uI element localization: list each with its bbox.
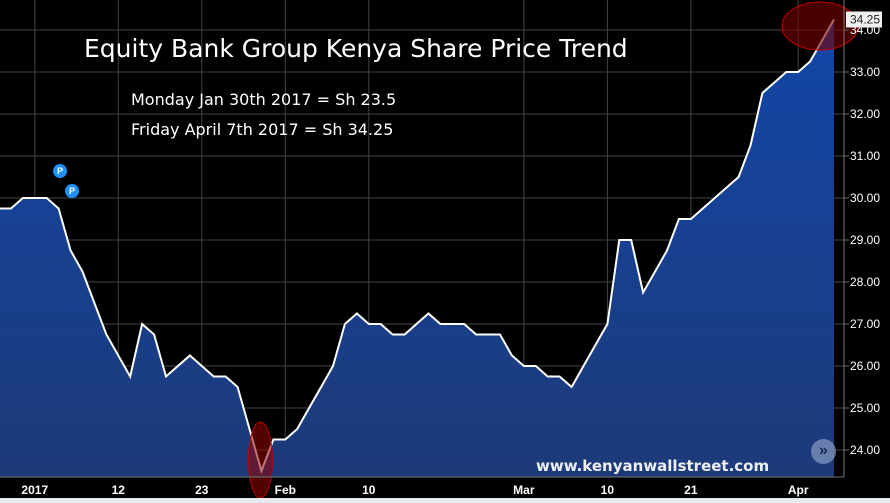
- y-tick-label: 25.00: [850, 401, 880, 415]
- watermark: www.kenyanwallstreet.com: [536, 457, 770, 475]
- last-price-label: 34.25: [850, 13, 880, 27]
- y-tick-label: 30.00: [850, 191, 880, 205]
- annotation-high: Friday April 7th 2017 = Sh 34.25: [131, 120, 394, 139]
- x-tick-label: Mar: [513, 483, 535, 497]
- y-tick-label: 28.00: [850, 275, 880, 289]
- y-tick-label: 27.00: [850, 317, 880, 331]
- y-tick-label: 29.00: [850, 233, 880, 247]
- x-tick-label: 10: [362, 483, 376, 497]
- last-price-box: [846, 11, 882, 28]
- bottom-bar: [0, 498, 890, 503]
- highlight-low-ellipse: [247, 421, 273, 499]
- x-tick-label: 10: [601, 483, 615, 497]
- y-tick-label: 26.00: [850, 359, 880, 373]
- price-line: [0, 19, 835, 475]
- x-tick-label: 2017: [21, 483, 48, 497]
- x-tick-label: 21: [684, 483, 698, 497]
- y-tick-label: 33.00: [850, 65, 880, 79]
- x-tick-label: 23: [195, 483, 209, 497]
- x-tick-label: Feb: [275, 483, 296, 497]
- x-tick-label: 12: [112, 483, 126, 497]
- scroll-to-end-button[interactable]: »: [811, 439, 836, 464]
- chart-title: Equity Bank Group Kenya Share Price Tren…: [84, 34, 628, 63]
- p-marker-icon[interactable]: P: [53, 164, 67, 178]
- price-area: [0, 19, 834, 477]
- y-tick-label: 24.00: [850, 443, 880, 457]
- annotation-low: Monday Jan 30th 2017 = Sh 23.5: [131, 90, 397, 109]
- x-tick-label: Apr: [788, 483, 809, 497]
- y-tick-label: 31.00: [850, 149, 880, 163]
- y-tick-label: 32.00: [850, 107, 880, 121]
- p-marker-icon[interactable]: P: [65, 184, 79, 198]
